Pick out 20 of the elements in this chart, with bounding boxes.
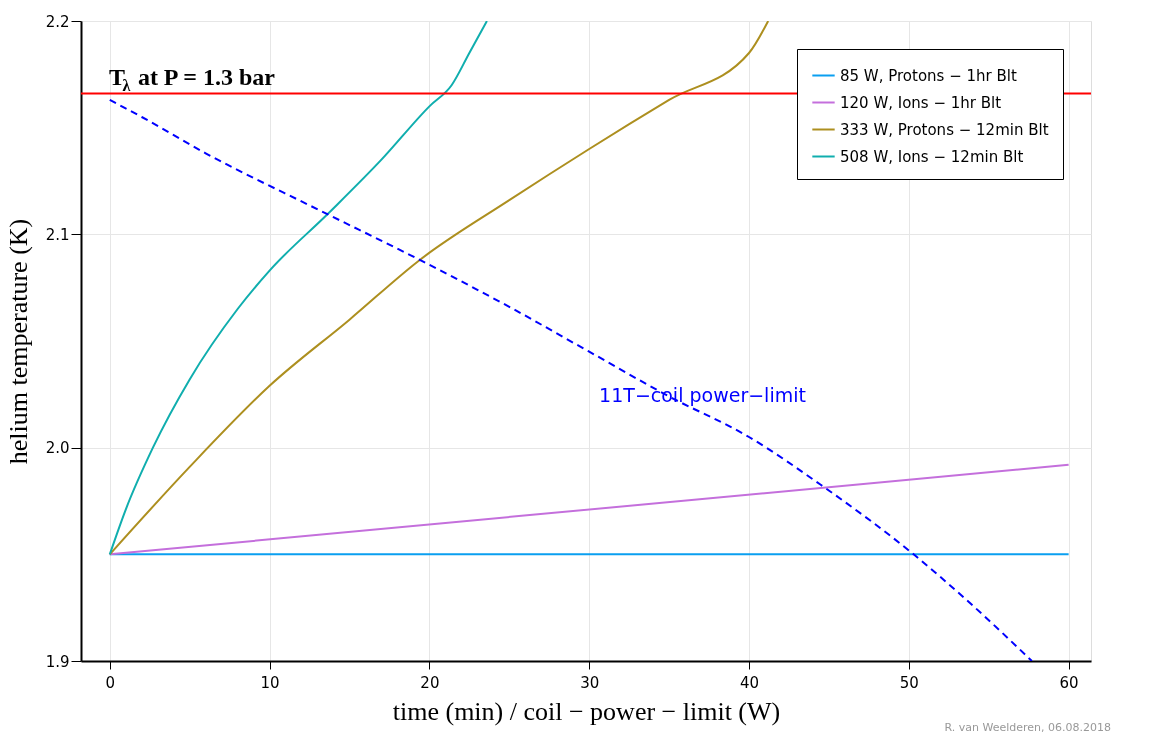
y-tick-label: 1.9 [45, 652, 70, 671]
y-axis-title: helium temperature (K) [3, 218, 33, 465]
x-tick-label: 0 [105, 673, 116, 692]
line-series [108, 21, 488, 556]
series-label: 11T−coil power−limit [599, 384, 806, 407]
x-tick-label: 40 [739, 673, 760, 692]
y-tick-label: 2.2 [45, 12, 70, 31]
x-tick-label: 10 [260, 673, 280, 692]
legend-label: 120 W, Ions − 1hr Blt [840, 93, 1002, 112]
y-tick-label: 2.1 [45, 225, 70, 244]
x-tick-label: 50 [899, 673, 919, 692]
x-tick-label: 60 [1059, 673, 1079, 692]
y-tick-label: 2.0 [45, 439, 70, 458]
text: R. van Weelderen, 06.08.2018 [944, 721, 1111, 734]
x-axis-title: time (min) / coil − power − limit (W) [392, 696, 781, 726]
legend-label: 508 W, Ions − 12min Blt [840, 147, 1024, 166]
x-tick-label: 20 [420, 673, 440, 692]
legend-label: 333 W, Protons − 12min Blt [840, 120, 1049, 139]
x-tick-label: 30 [580, 673, 600, 692]
legend-label: 85 W, Protons − 1hr Blt [840, 66, 1017, 85]
